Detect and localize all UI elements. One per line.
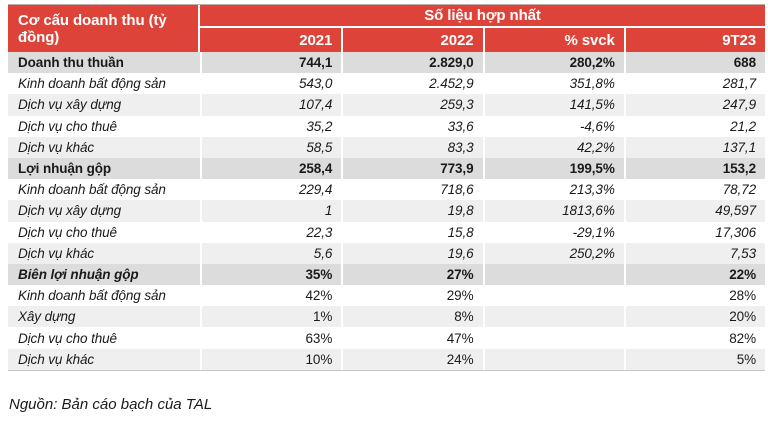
row-label: Dịch vụ khác — [18, 139, 95, 155]
cell-9t23: 153,2 — [623, 157, 765, 180]
table-row: Kinh doanh bất động sản 229,4 718,6 213,… — [8, 179, 765, 201]
cell-2022: 15,8 — [341, 221, 482, 243]
cell-2021: 744,1 — [200, 52, 341, 74]
cell-svck — [482, 348, 624, 370]
cell-svck: 280,2% — [482, 52, 624, 74]
cell-2021: 35,2 — [200, 115, 341, 137]
table-row: Dịch vụ cho thuê 35,2 33,6 -4,6% 21,2 — [8, 115, 765, 137]
cell-2022: 47% — [341, 327, 482, 349]
cell-9t23: 281,7 — [623, 73, 765, 95]
column-header-2022: 2022 — [341, 28, 482, 52]
cell-2022: 27% — [341, 263, 482, 286]
cell-9t23: 688 — [623, 52, 765, 74]
cell-2021: 1 — [200, 200, 341, 222]
cell-2022: 83,3 — [341, 136, 482, 158]
cell-2022: 19,6 — [341, 242, 482, 264]
revenue-structure-table: Cơ cấu doanh thu (tỷ đồng) Số liệu hợp n… — [8, 4, 765, 371]
cell-9t23: 5% — [623, 348, 765, 370]
cell-svck — [482, 285, 624, 307]
table-row: Dịch vụ xây dựng 107,4 259,3 141,5% 247,… — [8, 94, 765, 116]
cell-9t23: 21,2 — [623, 115, 765, 137]
row-label: Kinh doanh bất động sản — [18, 76, 166, 92]
cell-svck: 1813,6% — [482, 200, 624, 222]
cell-2021: 35% — [200, 263, 341, 286]
cell-9t23: 22% — [623, 263, 765, 286]
row-label: Dịch vụ cho thuê — [18, 118, 117, 134]
source-note: Nguồn: Bản cáo bạch của TAL — [9, 396, 213, 413]
cell-svck: 141,5% — [482, 94, 624, 116]
cell-svck: 213,3% — [482, 179, 624, 201]
cell-2022: 33,6 — [341, 115, 482, 137]
row-label: Dịch vụ cho thuê — [18, 224, 117, 240]
cell-svck — [482, 263, 624, 286]
table-row: Dịch vụ cho thuê 22,3 15,8 -29,1% 17,306 — [8, 221, 765, 243]
cell-2022: 2.829,0 — [341, 52, 482, 74]
cell-9t23: 78,72 — [623, 179, 765, 201]
cell-2021: 1% — [200, 306, 341, 328]
table-row: Biên lợi nhuận gộp 35% 27% 22% — [8, 263, 765, 286]
table-row: Kinh doanh bất động sản 543,0 2.452,9 35… — [8, 73, 765, 95]
cell-2021: 5,6 — [200, 242, 341, 264]
table-row: Dịch vụ xây dựng 1 19,8 1813,6% 49,597 — [8, 200, 765, 222]
row-label: Xây dựng — [18, 309, 76, 325]
row-label: Lợi nhuận gộp — [18, 161, 112, 177]
cell-2021: 22,3 — [200, 221, 341, 243]
cell-svck — [482, 306, 624, 328]
cell-9t23: 20% — [623, 306, 765, 328]
group-header-cell: Số liệu hợp nhất — [200, 5, 765, 28]
cell-2021: 58,5 — [200, 136, 341, 158]
cell-2022: 29% — [341, 285, 482, 307]
cell-2021: 229,4 — [200, 179, 341, 201]
cell-svck: -29,1% — [482, 221, 624, 243]
column-header-2021: 2021 — [299, 31, 333, 49]
row-label: Dịch vụ cho thuê — [18, 330, 117, 346]
cell-2022: 2.452,9 — [341, 73, 482, 95]
cell-2021: 63% — [200, 327, 341, 349]
cell-2022: 24% — [341, 348, 482, 370]
column-header-svck: % svck — [482, 28, 624, 52]
corner-header-cell: Cơ cấu doanh thu (tỷ đồng) — [8, 5, 200, 52]
row-label: Kinh doanh bất động sản — [18, 288, 166, 304]
cell-svck — [482, 327, 624, 349]
cell-2021: 10% — [200, 348, 341, 370]
table-row: Dịch vụ khác 58,5 83,3 42,2% 137,1 — [8, 136, 765, 158]
row-label: Dịch vụ xây dựng — [18, 203, 122, 219]
cell-svck: 42,2% — [482, 136, 624, 158]
cell-9t23: 7,53 — [623, 242, 765, 264]
cell-2021: 258,4 — [200, 157, 341, 180]
cell-2022: 773,9 — [341, 157, 482, 180]
row-label: Dịch vụ khác — [18, 245, 95, 261]
table-header: Cơ cấu doanh thu (tỷ đồng) Số liệu hợp n… — [8, 5, 765, 52]
row-label: Kinh doanh bất động sản — [18, 182, 166, 198]
cell-9t23: 49,597 — [623, 200, 765, 222]
table-row: Dịch vụ cho thuê 63% 47% 82% — [8, 327, 765, 349]
cell-svck: 250,2% — [482, 242, 624, 264]
row-label: Dịch vụ xây dựng — [18, 97, 122, 113]
row-label: Doanh thu thuần — [18, 55, 124, 71]
cell-2021: 42% — [200, 285, 341, 307]
table-row: Kinh doanh bất động sản 42% 29% 28% — [8, 285, 765, 307]
row-label: Dịch vụ khác — [18, 351, 95, 367]
cell-2022: 8% — [341, 306, 482, 328]
column-header-9t23: 9T23 — [623, 28, 765, 52]
cell-2022: 718,6 — [341, 179, 482, 201]
row-label: Biên lợi nhuận gộp — [18, 266, 139, 282]
cell-2022: 259,3 — [341, 94, 482, 116]
cell-9t23: 28% — [623, 285, 765, 307]
cell-9t23: 247,9 — [623, 94, 765, 116]
table-row: Dịch vụ khác 5,6 19,6 250,2% 7,53 — [8, 242, 765, 264]
cell-9t23: 137,1 — [623, 136, 765, 158]
cell-9t23: 17,306 — [623, 221, 765, 243]
table-row: Lợi nhuận gộp 258,4 773,9 199,5% 153,2 — [8, 157, 765, 180]
table-row: Dịch vụ khác 10% 24% 5% — [8, 348, 765, 370]
table-row: Xây dựng 1% 8% 20% — [8, 306, 765, 328]
cell-svck: -4,6% — [482, 115, 624, 137]
cell-svck: 199,5% — [482, 157, 624, 180]
cell-2021: 107,4 — [200, 94, 341, 116]
cell-9t23: 82% — [623, 327, 765, 349]
table-row: Doanh thu thuần 744,1 2.829,0 280,2% 688 — [8, 52, 765, 74]
cell-2022: 19,8 — [341, 200, 482, 222]
cell-svck: 351,8% — [482, 73, 624, 95]
cell-2021: 543,0 — [200, 73, 341, 95]
